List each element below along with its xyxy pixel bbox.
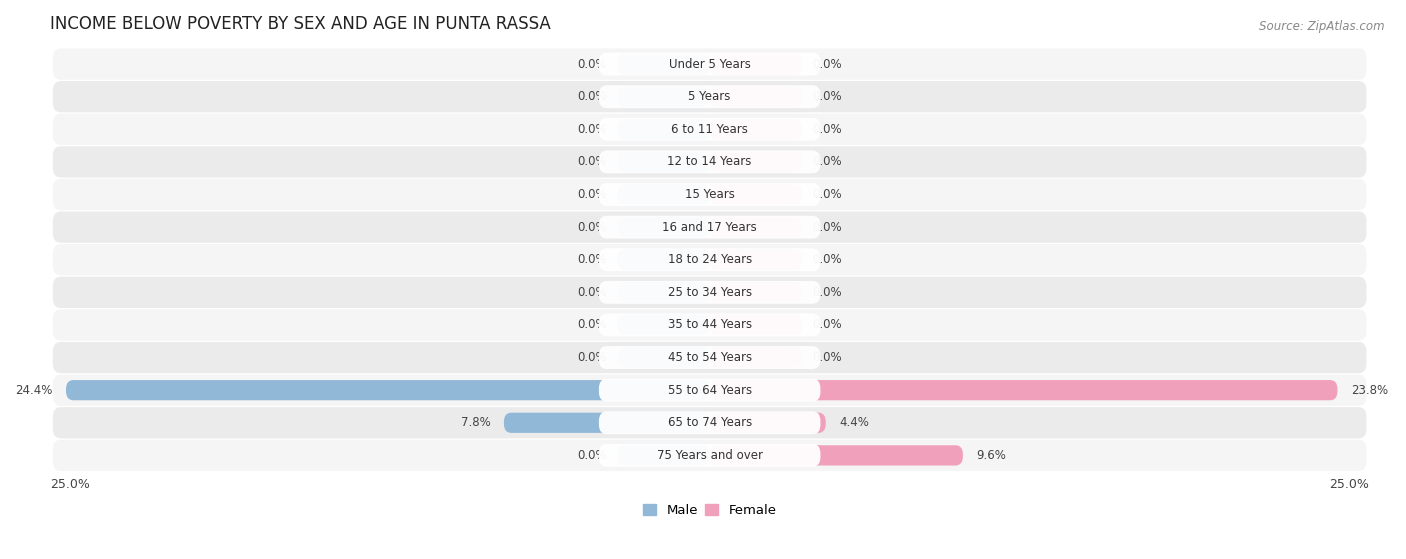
- FancyBboxPatch shape: [66, 380, 710, 400]
- Text: 0.0%: 0.0%: [576, 58, 607, 70]
- Text: 75 Years and over: 75 Years and over: [657, 449, 762, 462]
- FancyBboxPatch shape: [599, 411, 821, 434]
- Text: 0.0%: 0.0%: [576, 123, 607, 136]
- FancyBboxPatch shape: [617, 446, 710, 466]
- Text: 4.4%: 4.4%: [839, 416, 869, 429]
- FancyBboxPatch shape: [53, 179, 1367, 210]
- Text: Under 5 Years: Under 5 Years: [669, 58, 751, 70]
- FancyBboxPatch shape: [53, 309, 1367, 340]
- Text: 0.0%: 0.0%: [576, 221, 607, 234]
- FancyBboxPatch shape: [53, 146, 1367, 178]
- FancyBboxPatch shape: [710, 315, 801, 335]
- Text: 0.0%: 0.0%: [813, 155, 842, 168]
- Text: 23.8%: 23.8%: [1351, 383, 1388, 397]
- Text: 16 and 17 Years: 16 and 17 Years: [662, 221, 756, 234]
- Text: 18 to 24 Years: 18 to 24 Years: [668, 253, 752, 266]
- Text: 25 to 34 Years: 25 to 34 Years: [668, 286, 752, 299]
- FancyBboxPatch shape: [599, 281, 821, 304]
- FancyBboxPatch shape: [53, 440, 1367, 471]
- Text: 0.0%: 0.0%: [813, 351, 842, 364]
- FancyBboxPatch shape: [710, 184, 801, 205]
- Text: 5 Years: 5 Years: [689, 90, 731, 103]
- Text: 0.0%: 0.0%: [813, 123, 842, 136]
- FancyBboxPatch shape: [617, 87, 710, 107]
- FancyBboxPatch shape: [710, 446, 963, 466]
- Text: 0.0%: 0.0%: [813, 253, 842, 266]
- Text: 24.4%: 24.4%: [15, 383, 53, 397]
- FancyBboxPatch shape: [617, 250, 710, 270]
- FancyBboxPatch shape: [53, 277, 1367, 308]
- FancyBboxPatch shape: [599, 150, 821, 173]
- Text: 6 to 11 Years: 6 to 11 Years: [671, 123, 748, 136]
- FancyBboxPatch shape: [53, 342, 1367, 373]
- Text: 0.0%: 0.0%: [576, 253, 607, 266]
- FancyBboxPatch shape: [599, 444, 821, 467]
- Text: 0.0%: 0.0%: [813, 58, 842, 70]
- FancyBboxPatch shape: [53, 244, 1367, 276]
- Text: 7.8%: 7.8%: [461, 416, 491, 429]
- Text: 15 Years: 15 Years: [685, 188, 734, 201]
- FancyBboxPatch shape: [617, 315, 710, 335]
- Text: 25.0%: 25.0%: [51, 477, 90, 491]
- FancyBboxPatch shape: [53, 375, 1367, 406]
- Text: 9.6%: 9.6%: [976, 449, 1005, 462]
- FancyBboxPatch shape: [599, 314, 821, 337]
- Text: 0.0%: 0.0%: [576, 351, 607, 364]
- FancyBboxPatch shape: [53, 113, 1367, 145]
- Text: 65 to 74 Years: 65 to 74 Years: [668, 416, 752, 429]
- FancyBboxPatch shape: [503, 413, 710, 433]
- Text: Source: ZipAtlas.com: Source: ZipAtlas.com: [1260, 20, 1385, 32]
- Text: 0.0%: 0.0%: [576, 319, 607, 331]
- FancyBboxPatch shape: [599, 248, 821, 271]
- Text: 35 to 44 Years: 35 to 44 Years: [668, 319, 752, 331]
- Text: 0.0%: 0.0%: [813, 188, 842, 201]
- FancyBboxPatch shape: [599, 216, 821, 239]
- FancyBboxPatch shape: [617, 282, 710, 302]
- FancyBboxPatch shape: [710, 152, 801, 172]
- Text: 0.0%: 0.0%: [576, 90, 607, 103]
- FancyBboxPatch shape: [599, 118, 821, 141]
- FancyBboxPatch shape: [599, 86, 821, 108]
- FancyBboxPatch shape: [710, 250, 801, 270]
- FancyBboxPatch shape: [710, 282, 801, 302]
- FancyBboxPatch shape: [617, 184, 710, 205]
- FancyBboxPatch shape: [599, 53, 821, 75]
- Text: 0.0%: 0.0%: [576, 286, 607, 299]
- Text: 0.0%: 0.0%: [813, 90, 842, 103]
- Text: 12 to 14 Years: 12 to 14 Years: [668, 155, 752, 168]
- FancyBboxPatch shape: [617, 54, 710, 74]
- Text: 0.0%: 0.0%: [576, 449, 607, 462]
- FancyBboxPatch shape: [710, 217, 801, 237]
- Text: 0.0%: 0.0%: [576, 188, 607, 201]
- Text: 0.0%: 0.0%: [813, 221, 842, 234]
- FancyBboxPatch shape: [710, 87, 801, 107]
- FancyBboxPatch shape: [599, 346, 821, 369]
- FancyBboxPatch shape: [53, 211, 1367, 243]
- FancyBboxPatch shape: [710, 413, 825, 433]
- FancyBboxPatch shape: [710, 348, 801, 368]
- Legend: Male, Female: Male, Female: [637, 499, 782, 522]
- FancyBboxPatch shape: [710, 380, 1337, 400]
- FancyBboxPatch shape: [617, 152, 710, 172]
- FancyBboxPatch shape: [599, 183, 821, 206]
- FancyBboxPatch shape: [53, 407, 1367, 438]
- Text: 0.0%: 0.0%: [813, 319, 842, 331]
- FancyBboxPatch shape: [710, 119, 801, 139]
- FancyBboxPatch shape: [617, 217, 710, 237]
- FancyBboxPatch shape: [710, 54, 801, 74]
- FancyBboxPatch shape: [53, 49, 1367, 80]
- FancyBboxPatch shape: [599, 379, 821, 401]
- Text: 0.0%: 0.0%: [576, 155, 607, 168]
- Text: 25.0%: 25.0%: [1329, 477, 1369, 491]
- FancyBboxPatch shape: [617, 348, 710, 368]
- FancyBboxPatch shape: [617, 119, 710, 139]
- FancyBboxPatch shape: [53, 81, 1367, 112]
- Text: INCOME BELOW POVERTY BY SEX AND AGE IN PUNTA RASSA: INCOME BELOW POVERTY BY SEX AND AGE IN P…: [51, 15, 551, 33]
- Text: 55 to 64 Years: 55 to 64 Years: [668, 383, 752, 397]
- Text: 0.0%: 0.0%: [813, 286, 842, 299]
- Text: 45 to 54 Years: 45 to 54 Years: [668, 351, 752, 364]
